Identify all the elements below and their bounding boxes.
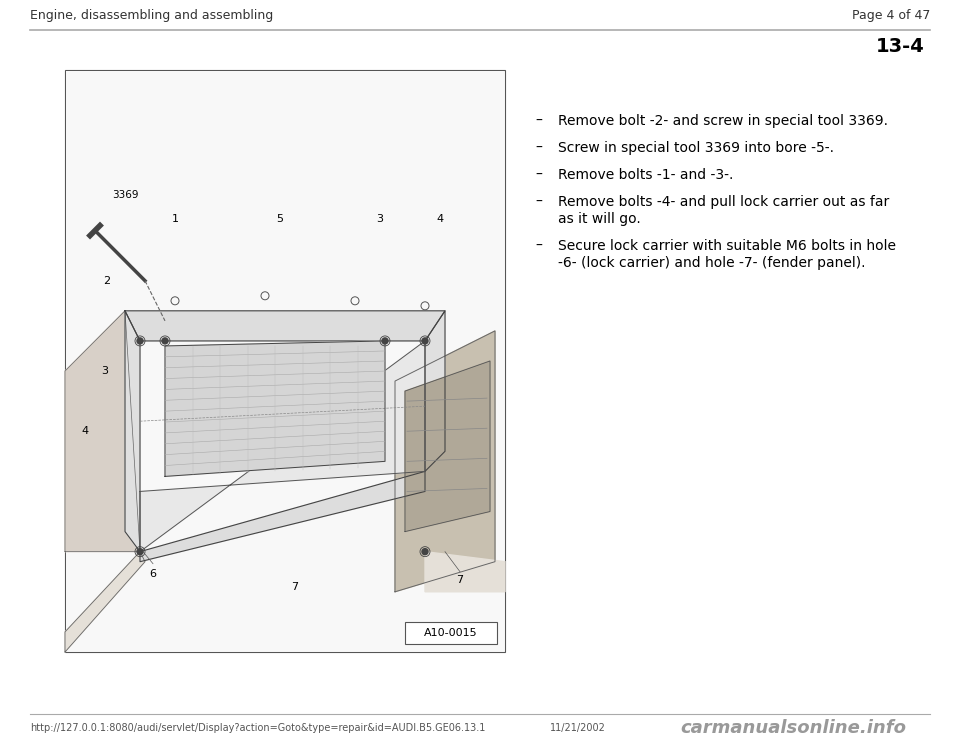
Circle shape — [137, 548, 143, 555]
Polygon shape — [140, 341, 425, 551]
Text: 11/21/2002: 11/21/2002 — [550, 723, 606, 733]
Polygon shape — [425, 551, 505, 592]
Polygon shape — [125, 311, 140, 551]
Text: Remove bolts -4- and pull lock carrier out as far: Remove bolts -4- and pull lock carrier o… — [558, 195, 889, 209]
Text: –: – — [535, 195, 541, 209]
Text: http://127.0.0.1:8080/audi/servlet/Display?action=Goto&type=repair&id=AUDI.B5.GE: http://127.0.0.1:8080/audi/servlet/Displ… — [30, 723, 486, 733]
Text: 4: 4 — [82, 426, 88, 436]
Text: 3: 3 — [376, 214, 383, 223]
Polygon shape — [125, 311, 445, 341]
Text: carmanualsonline.info: carmanualsonline.info — [680, 719, 906, 737]
Polygon shape — [425, 311, 445, 471]
Text: 6: 6 — [150, 568, 156, 579]
Text: Remove bolt -2- and screw in special tool 3369.: Remove bolt -2- and screw in special too… — [558, 114, 888, 128]
Bar — [65, 70, 505, 652]
Text: 3369: 3369 — [111, 191, 138, 200]
Text: A10-0015: A10-0015 — [424, 628, 478, 638]
Circle shape — [422, 548, 428, 555]
Bar — [66, 71, 504, 651]
Text: 1: 1 — [172, 214, 179, 223]
Circle shape — [162, 338, 168, 344]
Polygon shape — [65, 311, 140, 551]
Bar — [405, 622, 497, 644]
Text: 5: 5 — [276, 214, 283, 223]
Polygon shape — [405, 361, 490, 531]
Text: 4: 4 — [437, 214, 444, 223]
Text: –: – — [535, 239, 541, 253]
Text: Secure lock carrier with suitable M6 bolts in hole: Secure lock carrier with suitable M6 bol… — [558, 239, 896, 253]
Circle shape — [382, 338, 388, 344]
Text: Engine, disassembling and assembling: Engine, disassembling and assembling — [30, 8, 274, 22]
Text: –: – — [535, 141, 541, 155]
Text: -6- (lock carrier) and hole -7- (fender panel).: -6- (lock carrier) and hole -7- (fender … — [558, 256, 866, 270]
Text: 7: 7 — [456, 575, 464, 585]
Text: –: – — [535, 168, 541, 182]
Text: Remove bolts -1- and -3-.: Remove bolts -1- and -3-. — [558, 168, 733, 182]
Polygon shape — [165, 341, 385, 476]
Text: –: – — [535, 114, 541, 128]
Text: 3: 3 — [102, 366, 108, 376]
Text: Page 4 of 47: Page 4 of 47 — [852, 8, 930, 22]
Text: Screw in special tool 3369 into bore -5-.: Screw in special tool 3369 into bore -5-… — [558, 141, 834, 155]
Polygon shape — [140, 471, 425, 562]
Text: 2: 2 — [104, 276, 110, 286]
Text: 13-4: 13-4 — [876, 38, 924, 56]
Circle shape — [137, 338, 143, 344]
Text: 7: 7 — [292, 582, 299, 592]
Text: as it will go.: as it will go. — [558, 212, 640, 226]
Circle shape — [422, 338, 428, 344]
Polygon shape — [65, 551, 145, 652]
Polygon shape — [395, 331, 495, 592]
